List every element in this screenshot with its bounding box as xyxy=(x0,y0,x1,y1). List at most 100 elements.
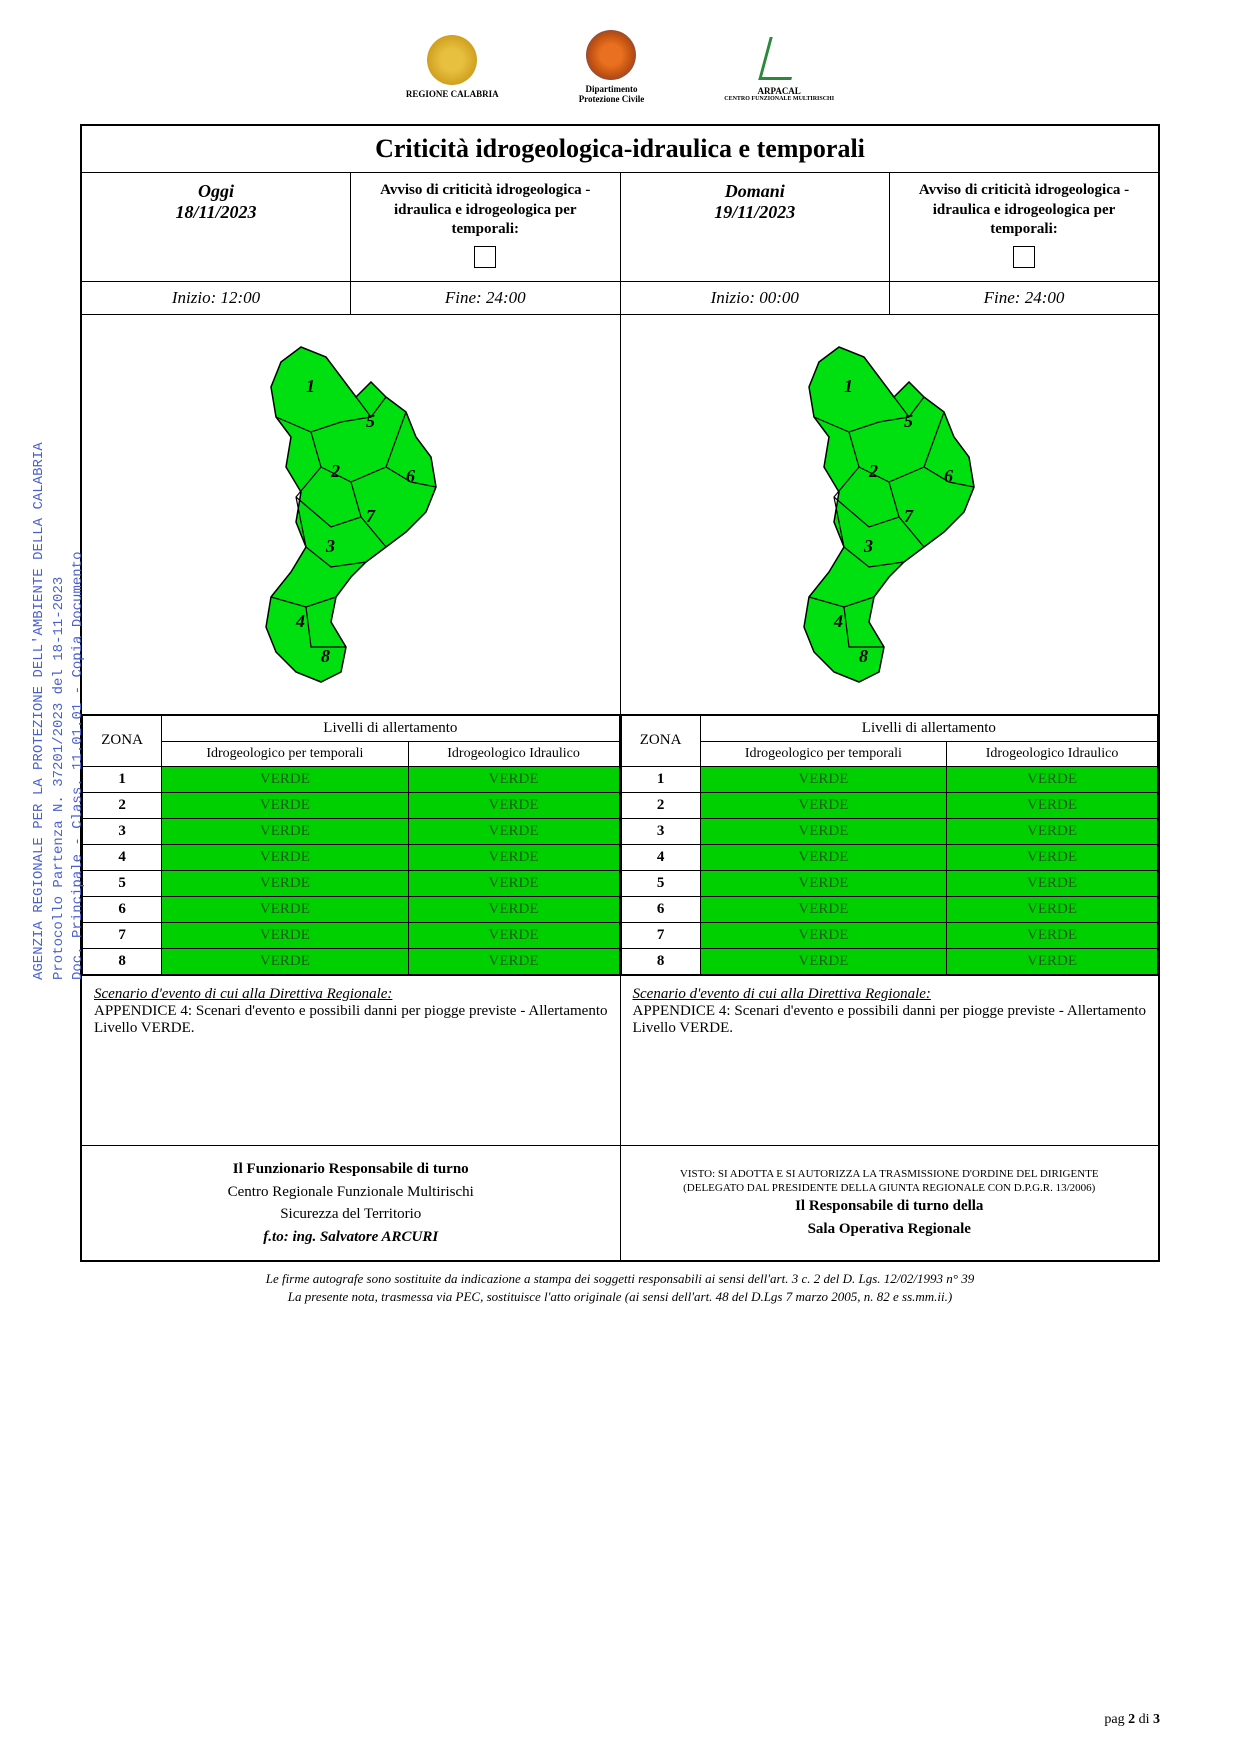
calabria-map-tomorrow: 15267348 xyxy=(749,327,1029,697)
signature-left: Il Funzionario Responsabile di turno Cen… xyxy=(81,1146,620,1262)
scenario-body: APPENDICE 4: Scenari d'evento e possibil… xyxy=(94,1003,608,1036)
zone-row: 2VERDEVERDE xyxy=(83,793,620,819)
svg-text:7: 7 xyxy=(904,506,914,526)
scenario-title: Scenario d'evento di cui alla Direttiva … xyxy=(94,986,392,1002)
zone-num: 5 xyxy=(621,871,700,897)
level-idraulico: VERDE xyxy=(947,871,1158,897)
today-avviso: Avviso di criticità idrogeologica - idra… xyxy=(359,181,612,240)
zona-header: ZONA xyxy=(83,715,162,767)
level-idraulico: VERDE xyxy=(947,923,1158,949)
zone-row: 1VERDEVERDE xyxy=(83,767,620,793)
zone-row: 6VERDEVERDE xyxy=(621,897,1158,923)
zone-row: 5VERDEVERDE xyxy=(621,871,1158,897)
level-temporali: VERDE xyxy=(162,923,408,949)
livelli-header: Livelli di allertamento xyxy=(162,715,619,741)
document-title: Criticità idrogeologica-idraulica e temp… xyxy=(81,125,1159,173)
level-temporali: VERDE xyxy=(162,897,408,923)
col1-header: Idrogeologico per temporali xyxy=(162,741,408,767)
zone-num: 1 xyxy=(83,767,162,793)
level-idraulico: VERDE xyxy=(947,845,1158,871)
calabria-map-today: 15267348 xyxy=(211,327,491,697)
arpacal-icon xyxy=(754,32,804,82)
protocol-sidebar: AGENZIA REGIONALE PER LA PROTEZIONE DELL… xyxy=(30,442,89,980)
calabria-icon xyxy=(427,35,477,85)
level-idraulico: VERDE xyxy=(947,897,1158,923)
zone-row: 6VERDEVERDE xyxy=(83,897,620,923)
level-idraulico: VERDE xyxy=(408,923,619,949)
zone-num: 4 xyxy=(621,845,700,871)
level-temporali: VERDE xyxy=(162,845,408,871)
level-temporali: VERDE xyxy=(162,767,408,793)
logo-label: CENTRO FUNZIONALE MULTIRISCHI xyxy=(724,96,834,102)
level-idraulico: VERDE xyxy=(408,819,619,845)
signature-right: VISTO: SI ADOTTA E SI AUTORIZZA LA TRASM… xyxy=(620,1146,1159,1262)
logo-arpacal: ARPACAL CENTRO FUNZIONALE MULTIRISCHI xyxy=(724,32,834,102)
level-temporali: VERDE xyxy=(700,767,946,793)
scenario-body: APPENDICE 4: Scenari d'evento e possibil… xyxy=(633,1003,1147,1036)
zone-num: 5 xyxy=(83,871,162,897)
svg-text:6: 6 xyxy=(406,466,415,486)
logo-label: Protezione Civile xyxy=(579,94,645,104)
today-label: Oggi xyxy=(90,181,342,202)
svg-text:7: 7 xyxy=(366,506,376,526)
col1-header: Idrogeologico per temporali xyxy=(700,741,946,767)
level-idraulico: VERDE xyxy=(947,793,1158,819)
tomorrow-date: 19/11/2023 xyxy=(629,202,882,223)
zone-row: 7VERDEVERDE xyxy=(83,923,620,949)
col2-header: Idrogeologico Idraulico xyxy=(947,741,1158,767)
svg-text:8: 8 xyxy=(859,646,868,666)
main-table: Criticità idrogeologica-idraulica e temp… xyxy=(80,124,1160,1262)
svg-text:6: 6 xyxy=(944,466,953,486)
level-temporali: VERDE xyxy=(162,819,408,845)
zone-num: 2 xyxy=(621,793,700,819)
logo-dpc: Dipartimento Protezione Civile xyxy=(579,30,645,104)
zone-row: 4VERDEVERDE xyxy=(83,845,620,871)
footer-note: Le firme autografe sono sostituite da in… xyxy=(80,1270,1160,1306)
zone-num: 8 xyxy=(621,949,700,975)
zone-num: 3 xyxy=(621,819,700,845)
tomorrow-avviso: Avviso di criticità idrogeologica - idra… xyxy=(898,181,1150,240)
logo-label: Dipartimento xyxy=(585,84,637,94)
zone-num: 7 xyxy=(621,923,700,949)
level-temporali: VERDE xyxy=(162,793,408,819)
zone-row: 4VERDEVERDE xyxy=(621,845,1158,871)
level-temporali: VERDE xyxy=(162,949,408,975)
today-inizio: Inizio: 12:00 xyxy=(81,281,351,314)
zone-num: 4 xyxy=(83,845,162,871)
zone-row: 2VERDEVERDE xyxy=(621,793,1158,819)
svg-text:3: 3 xyxy=(325,536,335,556)
tomorrow-inizio: Inizio: 00:00 xyxy=(620,281,890,314)
svg-text:5: 5 xyxy=(904,411,913,431)
svg-text:2: 2 xyxy=(868,461,878,481)
today-map-cell: 15267348 xyxy=(81,314,620,714)
svg-text:4: 4 xyxy=(833,611,843,631)
zone-row: 7VERDEVERDE xyxy=(621,923,1158,949)
page-number: pag 2 di 3 xyxy=(1104,1712,1160,1728)
zona-header: ZONA xyxy=(621,715,700,767)
svg-text:8: 8 xyxy=(321,646,330,666)
svg-text:3: 3 xyxy=(863,536,873,556)
level-temporali: VERDE xyxy=(700,897,946,923)
zone-num: 7 xyxy=(83,923,162,949)
level-temporali: VERDE xyxy=(700,793,946,819)
levels-table-today: ZONALivelli di allertamentoIdrogeologico… xyxy=(82,715,620,976)
level-idraulico: VERDE xyxy=(408,767,619,793)
col2-header: Idrogeologico Idraulico xyxy=(408,741,619,767)
svg-text:2: 2 xyxy=(330,461,340,481)
zone-row: 5VERDEVERDE xyxy=(83,871,620,897)
zone-row: 8VERDEVERDE xyxy=(83,949,620,975)
level-idraulico: VERDE xyxy=(408,845,619,871)
today-scenario: Scenario d'evento di cui alla Direttiva … xyxy=(81,976,620,1146)
logo-label: ARPACAL xyxy=(757,86,800,96)
logo-regione-calabria: REGIONE CALABRIA xyxy=(406,35,499,99)
zone-num: 6 xyxy=(621,897,700,923)
svg-text:4: 4 xyxy=(295,611,305,631)
scenario-title: Scenario d'evento di cui alla Direttiva … xyxy=(633,986,931,1002)
levels-table-tomorrow: ZONALivelli di allertamentoIdrogeologico… xyxy=(621,715,1159,976)
level-idraulico: VERDE xyxy=(408,897,619,923)
tomorrow-scenario: Scenario d'evento di cui alla Direttiva … xyxy=(620,976,1159,1146)
level-temporali: VERDE xyxy=(700,845,946,871)
svg-text:1: 1 xyxy=(306,376,315,396)
level-idraulico: VERDE xyxy=(947,819,1158,845)
today-date: 18/11/2023 xyxy=(90,202,342,223)
